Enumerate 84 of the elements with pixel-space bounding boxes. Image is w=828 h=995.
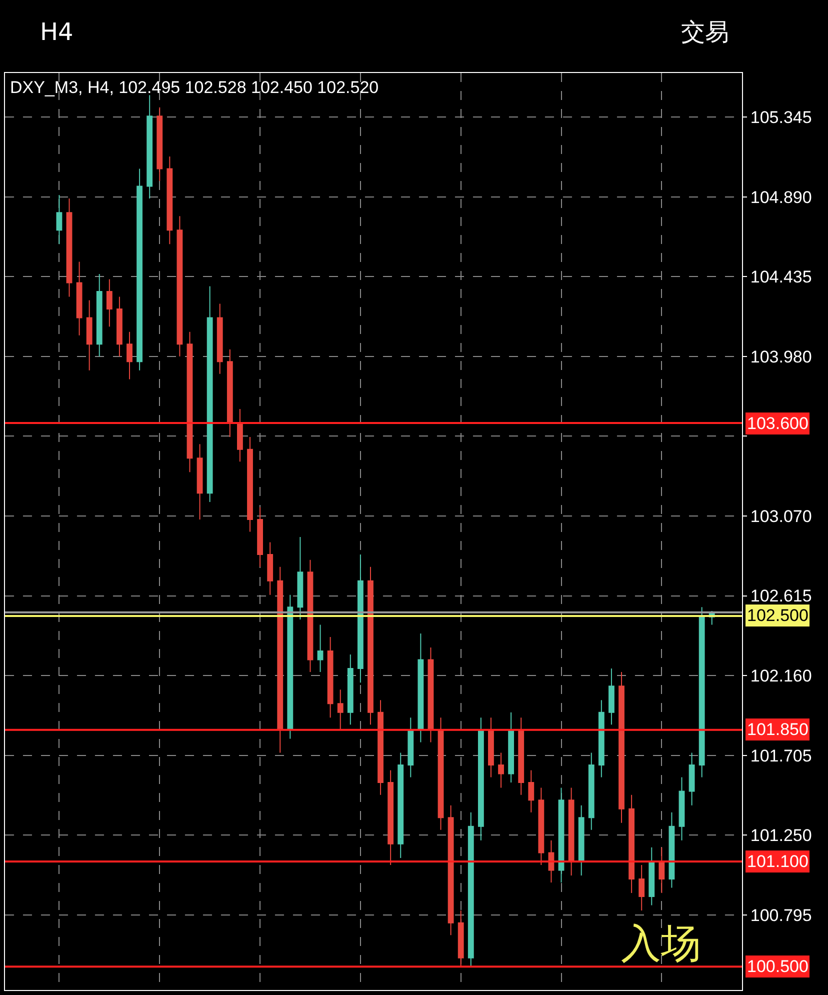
candlestick [418,632,424,743]
y-tick-label: 103.070 [750,506,812,526]
candlestick [658,846,665,894]
candlestick [508,712,514,784]
candlestick [388,770,394,866]
candlestick [478,717,484,841]
candlestick [357,554,364,684]
candlestick [428,647,434,743]
ref-line-label: 101.850 [747,720,808,739]
candlestick [337,689,344,730]
candlestick [237,408,243,462]
ref-line-label: 101.100 [747,852,808,871]
candlestick [618,672,624,824]
candlestick [468,812,474,968]
candlestick [498,752,504,788]
candlestick [307,559,314,673]
candlestick [578,804,584,876]
candlestick [247,436,253,532]
y-tick-label: 104.890 [750,188,812,207]
candlestick [196,444,203,520]
candlestick [698,606,705,778]
candlestick [327,636,334,718]
candlestick [378,700,384,796]
candlestick [136,168,143,371]
text: 交易 [681,18,729,46]
candlestick [226,348,233,438]
text: H4 [40,18,74,46]
candlestick [458,910,464,968]
candlestick [518,717,524,796]
candlestick [76,261,82,336]
candlestick [558,787,564,883]
y-tick-label: 104.435 [750,268,812,287]
candlestick [648,846,655,906]
candlestick [216,303,223,374]
candlestick [277,566,284,754]
candlestick [267,542,274,596]
candlestick [106,278,112,328]
candlestick [176,216,183,357]
candlestick [678,776,685,841]
candlestick [528,770,534,813]
annotation: 入场 [621,921,701,967]
candlestick [438,717,444,830]
candlestick [96,273,102,357]
candlestick [568,787,574,876]
y-tick-label: 101.705 [750,746,812,766]
y-tick-label: 101.250 [750,826,812,846]
candlestick [56,194,62,245]
y-tick-label: 100.795 [750,906,812,925]
candlestick [588,752,594,830]
ref-line-label: 102.500 [747,606,808,625]
candlestick [116,296,122,357]
candlestick [166,156,173,245]
y-tick-label: 105.345 [750,108,812,127]
candlestick [668,812,675,888]
y-tick-label: 102.160 [750,666,812,686]
candlestick [628,794,635,894]
candlestick [598,700,604,778]
ref-line-label: 100.500 [747,957,808,976]
y-tick-label: 103.980 [750,347,812,366]
candlestick [398,752,404,858]
chart-title: DXY_M3, H4, 102.495 102.528 102.450 102.520 [10,78,379,97]
candlestick [638,864,645,912]
candlestick [66,198,72,298]
candlestick [206,286,213,502]
candlestick [488,717,494,778]
candlestick [146,94,153,200]
candlestick [688,752,695,806]
candlestick [86,300,92,371]
candlestick [287,594,294,740]
candlestick [126,331,132,380]
candlestick [297,536,304,620]
y-tick-label: 102.615 [750,586,812,606]
candlestick [538,787,544,866]
candlestick [548,840,554,883]
candlestick [408,717,414,778]
candlestick [368,566,374,726]
candlestick [156,106,163,182]
candlestick [317,624,324,673]
candlestick [608,668,614,726]
candlestick [257,506,263,568]
candlestick [347,654,354,726]
candlestick [448,804,454,936]
candlestick [186,331,193,473]
ref-line-label: 103.600 [747,414,808,433]
